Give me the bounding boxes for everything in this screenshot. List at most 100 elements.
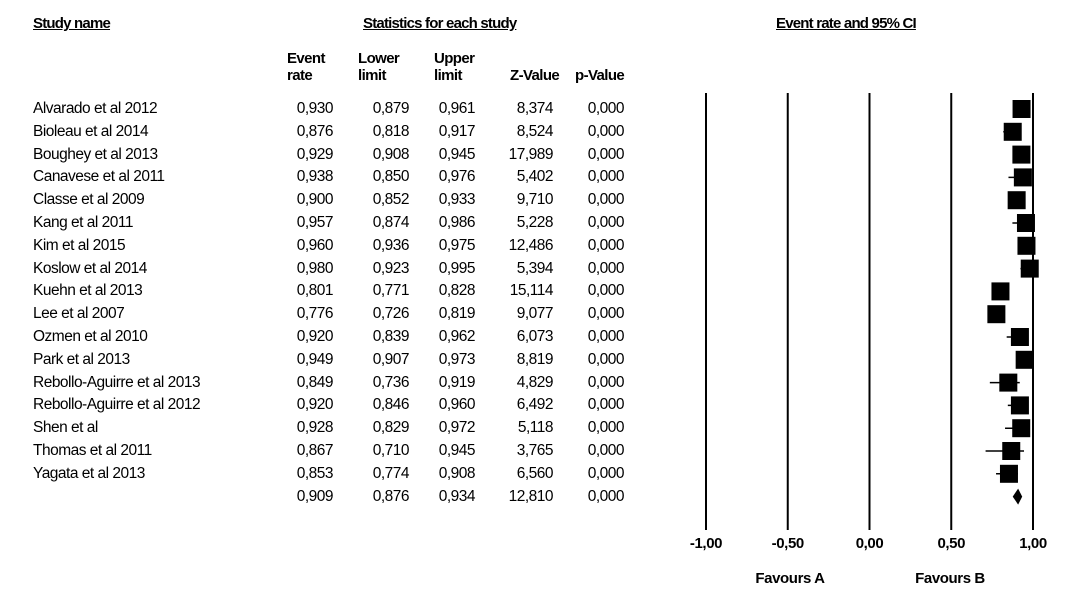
cell-z: 5,228 [516,214,554,231]
cell-rate: 0,920 [296,328,334,345]
point-estimate-box [1012,419,1031,438]
cell-p: 0,000 [587,168,625,186]
cell-upper: 0,961 [438,100,476,117]
cell-lower: 0,907 [372,350,410,368]
column-header-0: Event rate [287,50,325,84]
cell-upper: 0,917 [438,122,476,140]
column-header-line1: Event [287,50,325,67]
cell-z: 4,829 [516,373,554,391]
cell-z: 8,374 [516,100,554,117]
cell-rate: 0,928 [296,419,334,437]
favours-b-label: Favours B [915,570,985,587]
cell-rate: 0,909 [296,487,334,505]
study-name: Classe et al 2009 [33,191,145,209]
cell-p: 0,000 [587,464,625,482]
cell-lower: 0,908 [372,145,410,163]
column-header-line2: Z-Value [510,67,560,84]
cell-rate: 0,930 [296,100,334,117]
cell-rate: 0,949 [296,350,334,368]
study-name: Bioleau et al 2014 [33,122,149,140]
cell-rate: 0,900 [296,191,334,209]
cell-lower: 0,829 [372,419,410,437]
cell-z: 8,524 [516,122,554,140]
point-estimate-box [1012,145,1031,164]
cell-upper: 0,828 [438,282,476,300]
cell-rate: 0,876 [296,122,334,140]
cell-lower: 0,774 [372,464,410,482]
column-header-line2: rate [287,67,313,84]
cell-p: 0,000 [587,122,625,140]
cell-upper: 0,995 [438,259,476,277]
study-name: Rebollo-Aguirre et al 2012 [33,396,201,414]
cell-z: 15,114 [509,282,554,300]
study-name: Kang et al 2011 [33,214,133,231]
study-name: Canavese et al 2011 [33,168,165,186]
x-tick-label: 1,00 [1019,535,1047,552]
study-name: Shen et al [33,419,98,437]
column-header-line2: limit [434,67,462,84]
study-name: Thomas et al 2011 [33,442,152,459]
cell-p: 0,000 [587,259,625,277]
cell-upper: 0,972 [438,419,476,437]
cell-rate: 0,960 [296,236,334,254]
cell-upper: 0,960 [438,396,476,414]
study-name: Ozmen et al 2010 [33,328,148,345]
cell-upper: 0,945 [438,145,476,163]
cell-rate: 0,776 [296,305,334,323]
cell-lower: 0,771 [372,282,410,300]
cell-lower: 0,726 [372,305,410,323]
cell-lower: 0,852 [372,191,410,209]
cell-rate: 0,801 [296,282,334,300]
study-name: Alvarado et al 2012 [33,100,158,117]
point-estimate-box [1007,191,1026,210]
study-name: Park et al 2013 [33,350,130,368]
cell-rate: 0,980 [296,259,334,277]
cell-z: 17,989 [508,145,554,163]
cell-lower: 0,846 [372,396,410,414]
cell-lower: 0,850 [372,168,410,186]
cell-z: 12,486 [508,236,554,254]
event-rate-ci-header: Event rate and 95% CI [776,15,917,32]
column-header-line2: p-Value [575,67,625,84]
x-tick-label: -0,50 [771,535,805,552]
cell-upper: 0,976 [438,168,476,186]
cell-z: 8,819 [516,350,554,368]
column-header-line1: Upper [434,50,475,67]
point-estimate-box [1010,328,1029,346]
x-tick-label: -1,00 [689,535,723,552]
cell-upper: 0,933 [438,191,476,209]
point-estimate-box [1016,214,1035,232]
cell-rate: 0,849 [296,373,334,391]
cell-lower: 0,879 [372,100,410,117]
cell-p: 0,000 [587,214,625,231]
x-tick-label: 0,50 [937,535,966,552]
cell-upper: 0,919 [438,373,476,391]
point-estimate-box [1010,396,1029,415]
cell-upper: 0,973 [438,350,476,368]
cell-lower: 0,818 [372,122,410,140]
cell-rate: 0,929 [296,145,334,163]
study-name: Boughey et al 2013 [33,145,158,163]
cell-p: 0,000 [587,282,625,300]
cell-rate: 0,867 [296,442,334,459]
cell-rate: 0,853 [296,464,334,482]
cell-p: 0,000 [587,305,625,323]
cell-p: 0,000 [587,145,625,163]
point-estimate-box [1013,168,1032,187]
point-estimate-box [1015,350,1034,369]
column-header-2: Upper limit [434,50,475,84]
cell-rate: 0,957 [296,214,334,231]
point-estimate-box [987,305,1006,324]
column-header-1: Lower limit [358,50,400,84]
point-estimate-box [1003,122,1022,141]
cell-p: 0,000 [587,442,625,459]
cell-p: 0,000 [587,487,625,505]
point-estimate-box [1012,100,1031,118]
point-estimate-box [999,464,1018,483]
summary-diamond [1012,488,1023,505]
cell-p: 0,000 [587,419,625,437]
cell-p: 0,000 [587,396,625,414]
cell-lower: 0,876 [372,487,410,505]
cell-p: 0,000 [587,236,625,254]
study-name: Kuehn et al 2013 [33,282,143,300]
